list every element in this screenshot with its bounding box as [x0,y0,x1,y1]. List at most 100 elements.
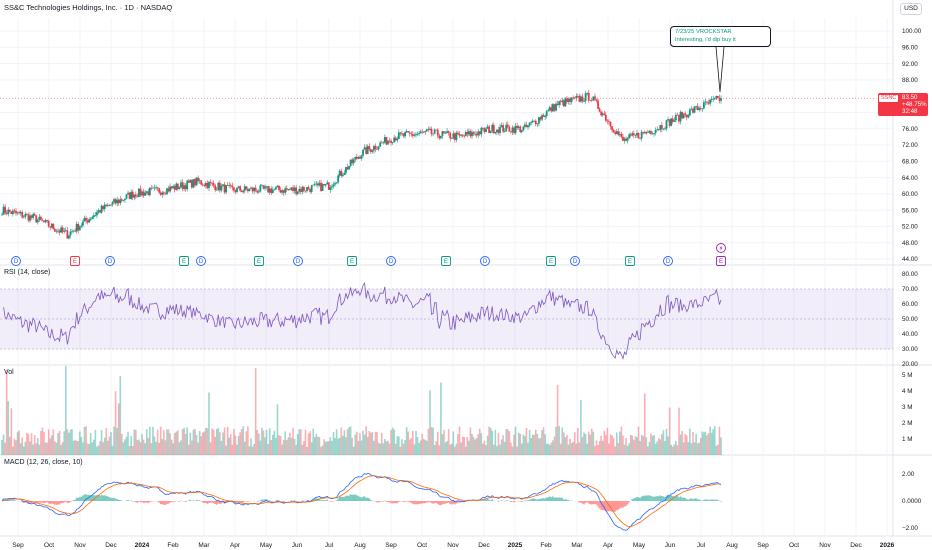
volume-bar [279,435,282,455]
macd-histogram-bar [197,500,199,501]
candle-body [57,230,59,232]
time-axis-label: Nov [74,542,86,549]
last-price-tag: SSNC 83.50 +48.75% 32:48 [878,93,928,116]
candle-body [383,137,386,143]
idea-callout[interactable]: 7/23/25 VROCKSTAR Interesting, i'd dip b… [670,26,771,47]
candle-body [583,101,585,102]
candle-body [561,100,564,103]
macd-histogram-bar [418,501,420,505]
volume-bar [640,434,643,455]
volume-bar [447,429,450,455]
macd-histogram-bar [390,501,392,504]
candle-body [385,137,388,145]
volume-bar [257,433,260,455]
volume-bar [265,429,268,455]
rsi-label[interactable]: RSI (14, close) [4,269,51,276]
volume-bar [306,446,308,455]
volume-bar [709,426,711,455]
candle-body [556,103,559,106]
volume-bar [653,435,655,455]
macd-histogram-bar [639,497,641,501]
candle-body [631,133,634,136]
macd-histogram-bar [276,499,279,501]
candle-body [159,192,162,195]
volume-bar [391,427,394,455]
candle-body [75,223,78,232]
volume-bar [471,433,473,455]
candle-body [326,182,329,185]
time-axis-label: Mar [571,542,583,549]
candle-body [651,133,654,135]
macd-label[interactable]: MACD (12, 26, close, 10) [4,459,83,466]
volume-bar [158,442,160,455]
symbol-title[interactable]: SS&C Technologies Holdings, Inc. · 1D · … [4,3,173,12]
volume-bar [253,443,255,455]
volume-bar [175,431,178,455]
volume-bar [480,433,483,455]
macd-histogram-bar [247,501,249,502]
candle-body [26,214,28,215]
volume-bar [488,426,490,455]
candle-body [315,183,318,185]
volume-bar [220,440,223,455]
macd-histogram-bar [72,500,75,501]
candle-body [198,180,201,182]
candle-body [413,135,416,136]
candle-body [706,101,708,103]
macd-histogram-bar [337,498,339,501]
volume-label[interactable]: Vol [4,369,14,376]
volume-bar [438,445,441,455]
candle-body [397,132,400,139]
macd-histogram-bar [161,501,164,505]
time-axis-label: Dec [105,542,117,549]
macd-histogram-bar [80,496,83,501]
candle-body [687,115,690,118]
volume-bar [370,432,372,455]
macd-histogram-bar [211,501,213,503]
macd-histogram-bar [363,496,366,501]
macd-histogram-bar [693,498,696,501]
candle-body [704,101,707,103]
candle-body [348,165,350,170]
candle-body [267,186,270,193]
candle-body [243,186,246,191]
candle-body [36,219,39,223]
candle-body [189,179,192,183]
volume-bar [528,429,531,455]
macd-histogram-bar [583,501,585,505]
candle-body [293,187,296,192]
volume-bar [292,428,294,455]
volume-bar [52,429,55,455]
macd-histogram-bar [698,499,701,501]
rsi-axis-label: 60.00 [902,301,918,308]
candle-body [10,211,13,214]
volume-bar [368,430,371,455]
macd-histogram-bar [396,501,399,504]
macd-histogram-bar [63,501,66,503]
candle-body [552,104,554,112]
candle-body [268,188,271,193]
volume-bar [57,433,59,455]
volume-bar [139,442,142,455]
macd-histogram-bar [68,501,70,503]
macd-histogram-bar [206,501,209,504]
macd-histogram-bar [394,501,397,504]
macd-histogram-bar [144,501,146,503]
candle-body [612,129,615,133]
candle-body [533,120,536,122]
volume-bar [284,431,287,455]
currency-button[interactable]: USD [900,3,922,15]
macd-histogram-bar [667,494,669,501]
volume-bar [667,436,669,455]
volume-bar [542,427,545,455]
volume-bar [275,437,277,455]
volume-bar [464,446,467,455]
macd-histogram-bar [169,501,171,503]
volume-bar [530,438,532,455]
macd-histogram-bar [402,501,405,503]
candle-body [538,117,540,124]
volume-bar [8,436,11,455]
volume-bar [4,442,6,455]
